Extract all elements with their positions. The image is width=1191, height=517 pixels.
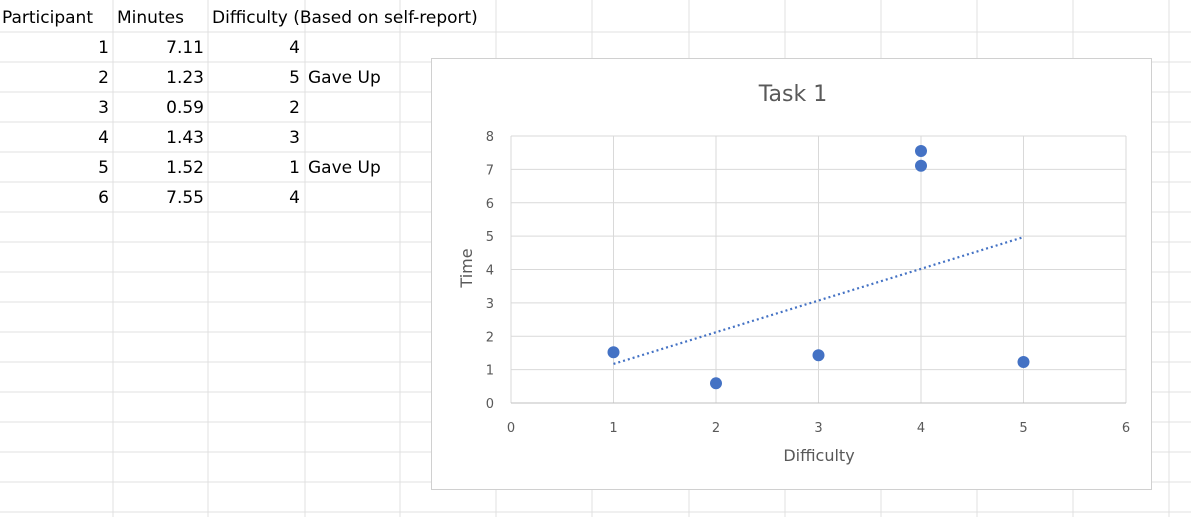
data-point <box>812 349 825 362</box>
y-tick-label: 0 <box>486 397 494 412</box>
cell-participant[interactable]: 6 <box>98 188 109 208</box>
cell-minutes[interactable]: 1.43 <box>166 128 204 148</box>
data-point <box>1017 355 1030 368</box>
data-point <box>710 377 722 390</box>
cell-minutes[interactable]: 1.23 <box>166 68 204 88</box>
x-tick-label: 1 <box>609 421 617 436</box>
x-tick-label: 6 <box>1122 421 1130 436</box>
header-participant[interactable]: Participant <box>2 8 94 28</box>
x-tick-label: 0 <box>507 421 515 436</box>
cell-difficulty[interactable]: 3 <box>289 128 300 148</box>
data-point <box>607 346 620 359</box>
cell-participant[interactable]: 5 <box>98 158 109 178</box>
cell-note[interactable]: Gave Up <box>308 158 381 178</box>
y-tick-label: 2 <box>486 330 494 345</box>
cell-minutes[interactable]: 7.11 <box>166 38 204 58</box>
x-tick-label: 4 <box>917 421 925 436</box>
cell-participant[interactable]: 3 <box>98 98 109 118</box>
y-tick-label: 5 <box>486 230 494 245</box>
y-tick-label: 7 <box>486 163 494 178</box>
cell-difficulty[interactable]: 1 <box>289 158 300 178</box>
cell-difficulty[interactable]: 2 <box>289 98 300 118</box>
plot-area: 0 1 2 3 4 5 6 7 8 0 1 2 3 4 5 6 <box>486 130 1130 436</box>
cell-participant[interactable]: 1 <box>98 38 109 58</box>
y-axis-label: Time <box>457 248 476 288</box>
cell-minutes[interactable]: 7.55 <box>166 188 204 208</box>
header-minutes[interactable]: Minutes <box>117 8 184 28</box>
cell-difficulty[interactable]: 4 <box>289 38 300 58</box>
y-tick-label: 8 <box>486 130 494 145</box>
y-tick-label: 1 <box>486 364 494 379</box>
y-tick-label: 6 <box>486 197 494 212</box>
x-axis-label: Difficulty <box>783 446 854 465</box>
cell-participant[interactable]: 2 <box>98 68 109 88</box>
cell-minutes[interactable]: 1.52 <box>166 158 204 178</box>
chart-title: Task 1 <box>758 82 827 107</box>
data-point <box>915 159 927 172</box>
y-tick-label: 4 <box>486 264 494 279</box>
chart-task-1[interactable]: Task 1 Difficulty Time 0 1 2 3 4 5 6 7 8 0 1 2 3 4 5 6 <box>431 58 1152 490</box>
cell-minutes[interactable]: 0.59 <box>166 98 204 118</box>
scatter-plot: Task 1 Difficulty Time 0 1 2 3 4 5 6 7 8 0 1 2 3 4 5 6 <box>457 82 1130 465</box>
x-tick-label: 3 <box>814 421 822 436</box>
cell-difficulty[interactable]: 5 <box>289 68 300 88</box>
data-point <box>915 145 927 158</box>
x-tick-label: 2 <box>712 421 720 436</box>
cell-participant[interactable]: 4 <box>98 128 109 148</box>
x-tick-label: 5 <box>1019 421 1027 436</box>
header-difficulty[interactable]: Difficulty (Based on self-report) <box>212 8 478 28</box>
cell-difficulty[interactable]: 4 <box>289 188 300 208</box>
linear-trendline <box>613 236 1024 366</box>
cell-note[interactable]: Gave Up <box>308 68 381 88</box>
y-tick-label: 3 <box>486 297 494 312</box>
